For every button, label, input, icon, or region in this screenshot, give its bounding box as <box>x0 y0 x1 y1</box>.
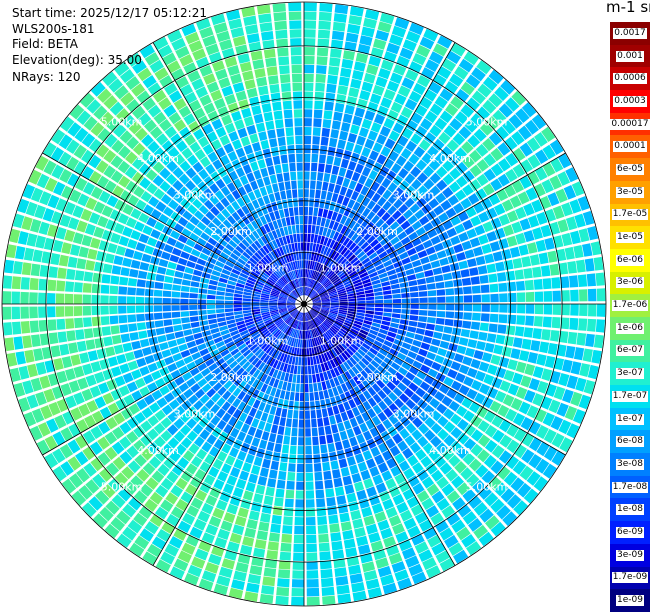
colorbar-tick-label: 1.7e-08 <box>611 481 649 493</box>
colorbar-tick-label: 3e-09 <box>616 549 644 561</box>
colorbar-tick-label: 1.7e-05 <box>611 209 649 221</box>
colorbar-tick-label: 0.0003 <box>613 95 647 107</box>
colorbar-tick-label: 3e-05 <box>616 186 644 198</box>
field-label: Field: BETA <box>12 37 78 51</box>
colorbar-tick-label: 3e-07 <box>616 368 644 380</box>
range-label-5km: 5.00km <box>466 481 508 494</box>
colorbar-tick: 3e-09 <box>610 543 650 567</box>
range-label-3km: 3.00km <box>174 189 216 202</box>
colorbar-tick: 1.7e-09 <box>610 566 650 590</box>
range-label-5km: 5.00km <box>466 116 508 129</box>
range-label-3km: 3.00km <box>393 408 435 421</box>
colorbar-tick: 1.7e-08 <box>610 475 650 499</box>
radar-center <box>301 301 307 307</box>
colorbar-tick-label: 6e-08 <box>616 436 644 448</box>
range-label-2km: 2.00km <box>356 225 398 238</box>
range-label-3km: 3.00km <box>174 408 216 421</box>
colorbar-tick-label: 6e-09 <box>616 526 644 538</box>
range-label-1km: 1.00km <box>320 262 362 275</box>
colorbar-tick-label: 1.7e-06 <box>611 300 649 312</box>
range-label-2km: 2.00km <box>210 225 252 238</box>
range-label-4km: 4.00km <box>429 444 471 457</box>
colorbar-tick: 0.0006 <box>610 67 650 91</box>
colorbar-tick-label: 1.7e-07 <box>611 390 649 402</box>
colorbar-tick-label: 3e-06 <box>616 277 644 289</box>
colorbar-tick-label: 1e-05 <box>616 232 644 244</box>
colorbar-tick-label: 0.0001 <box>613 141 647 153</box>
colorbar-tick-label: 1e-07 <box>616 413 644 425</box>
colorbar-tick-label: 1e-09 <box>616 595 644 607</box>
range-label-2km: 2.00km <box>356 371 398 384</box>
range-label-3km: 3.00km <box>393 189 435 202</box>
colorbar-tick: 0.0017 <box>610 22 650 45</box>
colorbar-tick: 3e-07 <box>610 362 650 385</box>
colorbar-tick-label: 0.0017 <box>613 27 647 39</box>
colorbar-tick: 3e-05 <box>610 180 650 204</box>
colorbar-tick: 1e-08 <box>610 498 650 522</box>
colorbar-tick-label: 1.7e-09 <box>611 572 649 584</box>
instrument-label: WLS200s-181 <box>12 22 95 36</box>
range-label-2km: 2.00km <box>210 371 252 384</box>
ppi-sweep <box>2 2 606 606</box>
colorbar-tick: 3e-06 <box>610 271 650 295</box>
range-label-5km: 5.00km <box>101 481 143 494</box>
range-label-5km: 5.00km <box>101 116 143 129</box>
colorbar-tick: 1.7e-06 <box>610 294 650 317</box>
colorbar-tick: 0.0001 <box>610 135 650 159</box>
range-label-4km: 4.00km <box>137 444 179 457</box>
colorbar-tick: 0.0003 <box>610 90 650 113</box>
colorbar-title: m-1 sr-1 <box>606 0 650 16</box>
range-label-1km: 1.00km <box>247 262 289 275</box>
colorbar-tick: 6e-09 <box>610 521 650 544</box>
colorbar-tick-label: 6e-05 <box>616 163 644 175</box>
colorbar-tick-label: 0.0006 <box>613 73 647 85</box>
colorbar-tick: 1e-09 <box>610 589 650 612</box>
colorbar-tick: 1.7e-05 <box>610 203 650 227</box>
colorbar-tick: 6e-05 <box>610 158 650 181</box>
colorbar-tick: 1.7e-07 <box>610 385 650 408</box>
ppi-plot: 1.00km 1.00km 1.00km 1.00km 2.00km 2.00km 2.00… <box>1 1 607 607</box>
colorbar-tick: 0.00017 <box>610 112 650 136</box>
colorbar-tick: 1e-07 <box>610 407 650 431</box>
colorbar-tick-label: 6e-07 <box>616 345 644 357</box>
elevation-label: Elevation(deg): 35.00 <box>12 53 142 67</box>
colorbar-tick: 6e-06 <box>610 248 650 272</box>
range-label-1km: 1.00km <box>247 335 289 348</box>
colorbar: 0.0017 0.001 0.0006 0.0003 0.00017 0.0001 6e-0… <box>610 22 650 612</box>
start-time-label: Start time: 2025/12/17 05:12:21 <box>12 6 207 20</box>
nrays-label: NRays: 120 <box>12 70 81 84</box>
colorbar-tick: 1e-06 <box>610 316 650 340</box>
range-label-1km: 1.00km <box>320 335 362 348</box>
colorbar-tick: 1e-05 <box>610 226 650 249</box>
colorbar-tick-label: 0.00017 <box>610 118 650 130</box>
colorbar-tick: 3e-08 <box>610 453 650 476</box>
colorbar-tick: 6e-08 <box>610 430 650 454</box>
colorbar-tick-label: 1e-08 <box>616 504 644 516</box>
colorbar-tick: 0.001 <box>610 44 650 68</box>
colorbar-tick-label: 6e-06 <box>616 254 644 266</box>
range-label-4km: 4.00km <box>429 152 471 165</box>
colorbar-tick-label: 3e-08 <box>616 458 644 470</box>
range-label-4km: 4.00km <box>137 152 179 165</box>
colorbar-tick: 6e-07 <box>610 339 650 363</box>
colorbar-tick-label: 0.001 <box>616 50 644 62</box>
colorbar-tick-label: 1e-06 <box>616 322 644 334</box>
